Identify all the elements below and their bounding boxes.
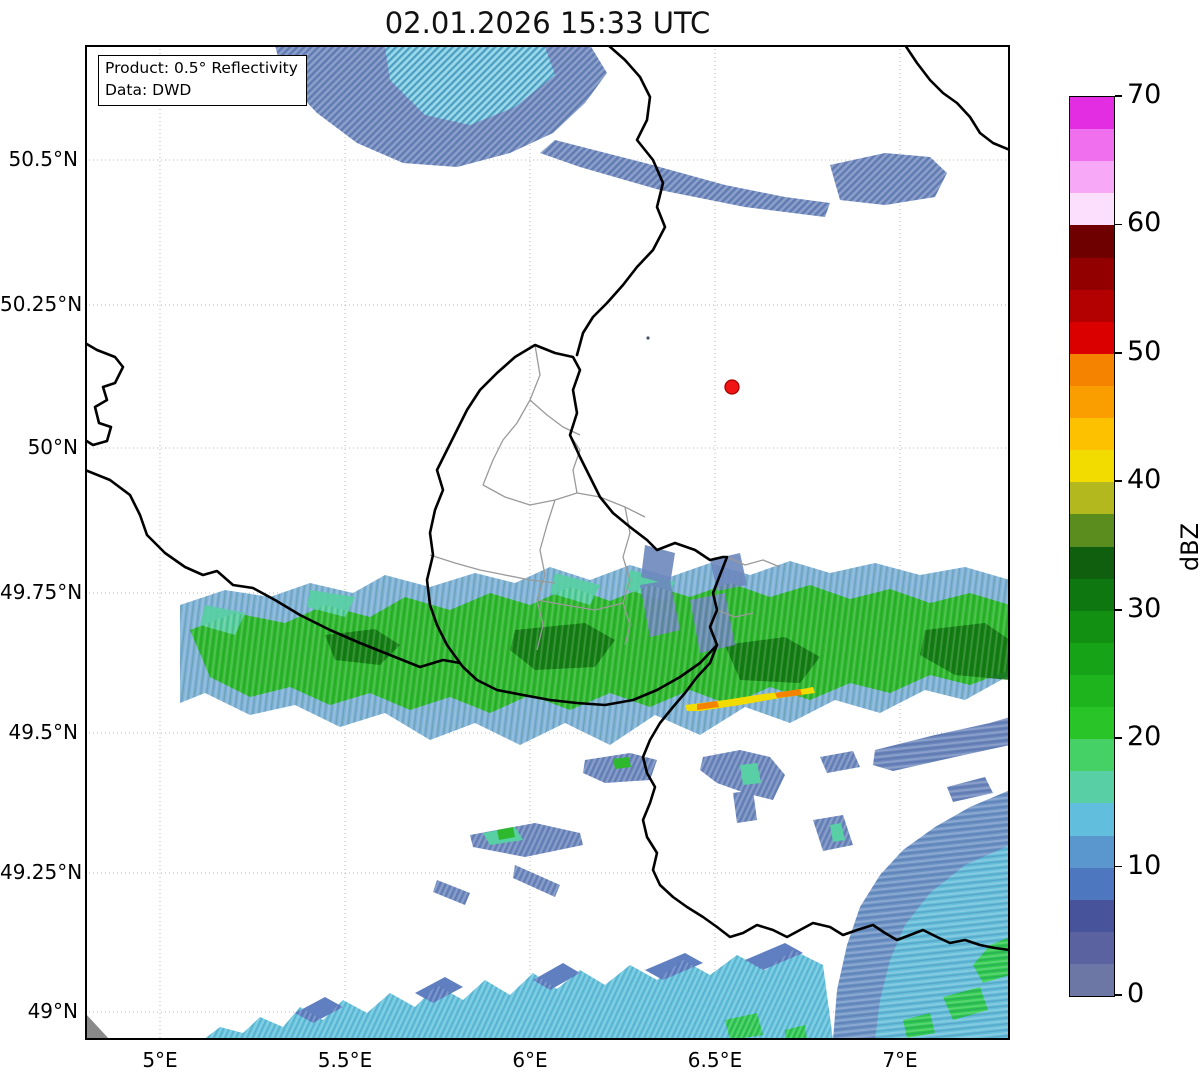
colorbar-segment <box>1070 97 1114 130</box>
colorbar-tick-label: 30 <box>1127 592 1162 624</box>
colorbar-tick-label: 40 <box>1127 464 1162 496</box>
small-map-speck <box>646 336 650 340</box>
colorbar-unit-label: dBZ <box>1176 522 1202 572</box>
colorbar-segment <box>1070 899 1114 932</box>
colorbar-segment <box>1070 546 1114 579</box>
product-line: Product: 0.5° Reflectivity <box>105 59 298 77</box>
data-source-line: Data: DWD <box>105 80 192 99</box>
colorbar-segment <box>1070 610 1114 643</box>
colorbar-segment <box>1070 418 1114 451</box>
product-annotation-box: Product: 0.5° Reflectivity Data: DWD <box>98 55 307 107</box>
colorbar-segment <box>1070 642 1114 675</box>
colorbar-segment <box>1070 931 1114 964</box>
lat-tick-label: 49.25°N <box>0 860 83 884</box>
lat-tick-label: 50.5°N <box>8 147 79 171</box>
colorbar-tickmark <box>1115 865 1122 868</box>
colorbar-tick-label: 60 <box>1127 207 1162 239</box>
colorbar-segment <box>1070 353 1114 386</box>
colorbar-tickmark <box>1115 608 1122 611</box>
border-givet-salient <box>85 341 125 447</box>
border-france-germany <box>641 643 1010 952</box>
colorbar <box>1069 96 1115 997</box>
colorbar-segment <box>1070 385 1114 419</box>
colorbar-segment <box>1070 193 1114 226</box>
radar-echo-southeast <box>833 717 1010 1040</box>
colorbar-tick-label: 0 <box>1127 978 1145 1009</box>
colorbar-tick-label: 50 <box>1127 335 1162 367</box>
map-frame-border <box>85 45 1010 1040</box>
colorbar-segment <box>1070 707 1114 740</box>
colorbar-segment <box>1070 321 1114 354</box>
border-belgium-germany <box>575 45 667 357</box>
map-canvas <box>85 45 1010 1040</box>
lat-tick-label: 49.75°N <box>0 580 83 604</box>
colorbar-tick-label: 20 <box>1127 721 1162 753</box>
colorbar-segment <box>1070 674 1114 708</box>
colorbar-segment <box>1070 963 1114 997</box>
colorbar-segment <box>1070 225 1114 258</box>
lat-tick-label: 50°N <box>27 435 78 459</box>
border-luxembourg <box>425 343 729 707</box>
lon-tick-label: 6.5°E <box>687 1048 743 1072</box>
colorbar-segment <box>1070 803 1114 836</box>
colorbar-tick-label: 70 <box>1127 79 1162 110</box>
lat-tick-label: 50.25°N <box>0 292 83 316</box>
border-top-right <box>903 45 1010 152</box>
radar-echo-bottom-strip <box>203 943 833 1040</box>
radar-echo-top <box>275 45 947 217</box>
colorbar-tickmark <box>1115 994 1122 996</box>
colorbar-segment <box>1070 450 1114 483</box>
colorbar-tick-label: 10 <box>1127 849 1162 881</box>
colorbar-segment <box>1070 578 1114 611</box>
lon-tick-label: 5.5°E <box>317 1048 373 1072</box>
colorbar-tickmark <box>1115 95 1122 97</box>
radar-echo-main-band <box>180 545 1010 745</box>
district-borders <box>429 344 781 651</box>
colorbar-tickmark <box>1115 223 1122 226</box>
colorbar-segment <box>1070 835 1114 868</box>
colorbar-segment <box>1070 129 1114 162</box>
colorbar-segment <box>1070 161 1114 194</box>
no-data-wedge <box>85 1013 110 1040</box>
country-borders <box>85 45 1010 952</box>
figure-title: 02.01.2026 15:33 UTC <box>384 6 711 40</box>
map-svg <box>85 45 1010 1040</box>
lon-tick-label: 7°E <box>882 1048 918 1072</box>
colorbar-segment <box>1070 289 1114 322</box>
colorbar-segment <box>1070 739 1114 772</box>
colorbar-tickmark <box>1115 480 1122 483</box>
lat-tick-label: 49°N <box>27 999 78 1023</box>
lat-tick-label: 49.5°N <box>8 720 79 744</box>
lon-tick-label: 5°E <box>142 1048 178 1072</box>
colorbar-segment <box>1070 482 1114 515</box>
radar-site-marker <box>724 379 740 395</box>
colorbar-segment <box>1070 257 1114 290</box>
colorbar-segment <box>1070 514 1114 547</box>
border-belgium-france <box>85 468 462 669</box>
colorbar-segment <box>1070 771 1114 804</box>
lon-tick-label: 6°E <box>512 1048 548 1072</box>
colorbar-tickmark <box>1115 737 1122 739</box>
colorbar-segment <box>1070 867 1114 900</box>
colorbar-tickmark <box>1115 352 1122 354</box>
